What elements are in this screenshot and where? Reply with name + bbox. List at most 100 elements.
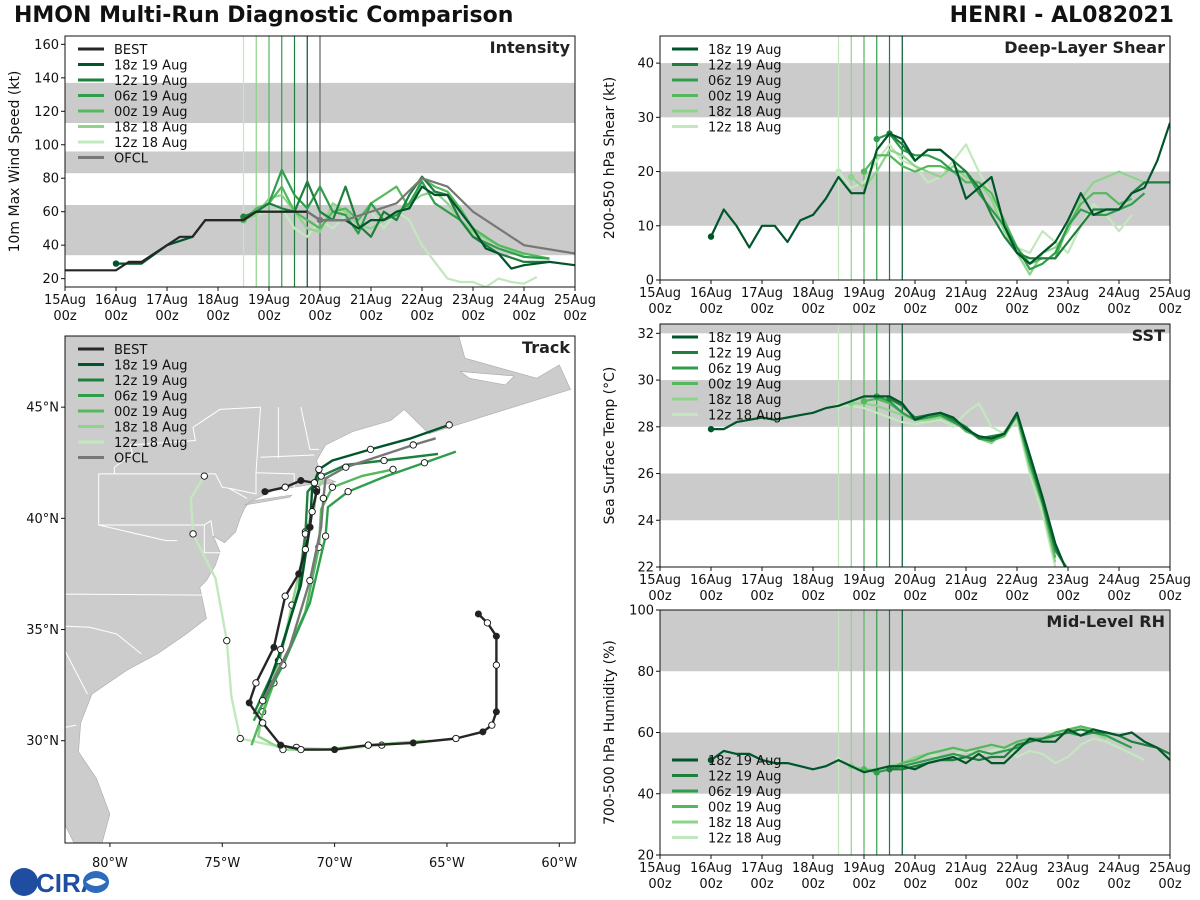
y-tick-label: 20 (637, 849, 654, 864)
x-tick-label: 17Aug (741, 861, 783, 876)
x-tick-label: 25Aug (1149, 573, 1191, 588)
lat-tick-label: 45°N (26, 401, 59, 416)
series-line-0 (710, 122, 1170, 265)
x-tick-sub: 00z (1158, 302, 1182, 317)
track-marker-open (389, 465, 397, 474)
best-marker-filled (492, 708, 500, 716)
x-tick-sub: 00z (699, 589, 723, 604)
x-tick-label: 22Aug (996, 573, 1038, 588)
series-start-point (873, 135, 880, 143)
cira-logo: CIRA (10, 868, 109, 898)
x-tick-label: 19Aug (843, 286, 885, 301)
series-start-point (860, 168, 868, 175)
x-tick-label: 21Aug (945, 286, 987, 301)
y-axis-label: Sea Surface Temp (°C) (602, 367, 618, 525)
x-tick-label: 20Aug (894, 861, 936, 876)
x-tick-sub: 00z (954, 589, 978, 604)
y-axis-label: 200-850 hPa Shear (kt) (602, 77, 618, 239)
y-tick-label: 160 (34, 38, 59, 53)
track-marker-open (344, 488, 352, 496)
y-tick-label: 140 (34, 71, 59, 86)
x-tick-label: 18Aug (792, 861, 834, 876)
x-tick-sub: 00z (410, 309, 434, 324)
lat-tick-label: 35°N (26, 623, 59, 638)
lon-tick-label: 75°W (204, 856, 240, 871)
series-line-4 (243, 190, 525, 257)
y-tick-label: 20 (637, 165, 654, 180)
x-tick-sub: 00z (648, 877, 672, 892)
best-marker-open (259, 719, 267, 727)
x-tick-label: 25Aug (1149, 861, 1191, 876)
legend-label: 12z 18 Aug (708, 409, 782, 424)
y-tick-label: 40 (42, 239, 59, 254)
x-tick-sub: 00z (461, 309, 485, 324)
best-marker-open (310, 479, 319, 487)
ofcl-marker (306, 576, 314, 585)
track-marker-open (420, 459, 429, 467)
threshold-band (660, 473, 1170, 521)
series-line-1 (243, 175, 550, 263)
track-marker-open (366, 445, 375, 454)
y-tick-label: 100 (629, 604, 654, 619)
x-tick-sub: 00z (903, 877, 927, 892)
lon-tick-label: 70°W (317, 856, 353, 871)
legend-label: 18z 19 Aug (708, 331, 782, 346)
best-marker-open (308, 508, 316, 516)
legend-label: OFCL (114, 452, 149, 467)
series-start-point (707, 425, 715, 433)
legend-label: 18z 19 Aug (708, 754, 782, 769)
axes-frame (64, 335, 576, 844)
best-marker-filled (245, 699, 253, 707)
x-tick-label: 24Aug (1098, 573, 1140, 588)
legend-label: 12z 19 Aug (114, 74, 188, 89)
legend-label: BEST (114, 343, 147, 358)
ofcl-marker (342, 463, 350, 471)
legend-label: 00z 19 Aug (708, 90, 782, 105)
x-tick-sub: 00z (1107, 302, 1131, 317)
panel-title: Deep-Layer Shear (1004, 38, 1165, 57)
x-tick-sub: 00z (750, 877, 774, 892)
panel-title: Track (522, 338, 570, 357)
track-marker-open (445, 421, 453, 429)
best-marker-open (452, 734, 460, 743)
x-tick-label: 22Aug (401, 293, 443, 308)
panel-rh: 2040608010015Aug00z16Aug00z17Aug00z18Aug… (602, 604, 1191, 893)
state-border (203, 525, 220, 554)
x-tick-label: 23Aug (452, 293, 494, 308)
legend-label: 18z 18 Aug (708, 816, 782, 831)
threshold-band (660, 171, 1170, 226)
x-tick-sub: 00z (801, 877, 825, 892)
x-tick-sub: 00z (648, 302, 672, 317)
legend-label: 06z 19 Aug (708, 362, 782, 377)
x-tick-label: 20Aug (894, 286, 936, 301)
x-tick-sub: 00z (699, 877, 723, 892)
series-line-5 (243, 207, 538, 287)
x-tick-label: 24Aug (1098, 861, 1140, 876)
state-border (98, 406, 261, 475)
best-marker-filled (297, 477, 305, 485)
x-tick-sub: 00z (852, 589, 876, 604)
series-start-point (835, 168, 842, 175)
x-tick-label: 24Aug (503, 293, 545, 308)
series-line-3 (863, 154, 1133, 265)
y-tick-label: 80 (637, 665, 654, 680)
x-tick-sub: 00z (1107, 877, 1131, 892)
x-tick-label: 20Aug (894, 573, 936, 588)
x-tick-sub: 00z (155, 309, 179, 324)
land-long-island (244, 494, 293, 506)
x-tick-label: 21Aug (350, 293, 392, 308)
x-tick-label: 17Aug (741, 286, 783, 301)
x-tick-sub: 00z (1056, 589, 1080, 604)
x-tick-sub: 00z (801, 302, 825, 317)
x-tick-label: 25Aug (1149, 286, 1191, 301)
x-tick-label: 18Aug (792, 573, 834, 588)
x-tick-sub: 00z (903, 302, 927, 317)
series-line-1 (888, 397, 1067, 567)
x-tick-sub: 00z (1005, 302, 1029, 317)
track-marker-open (328, 483, 337, 491)
x-tick-label: 23Aug (1047, 573, 1089, 588)
x-tick-label: 19Aug (843, 573, 885, 588)
x-tick-label: 18Aug (792, 286, 834, 301)
best-marker-open (281, 592, 289, 600)
